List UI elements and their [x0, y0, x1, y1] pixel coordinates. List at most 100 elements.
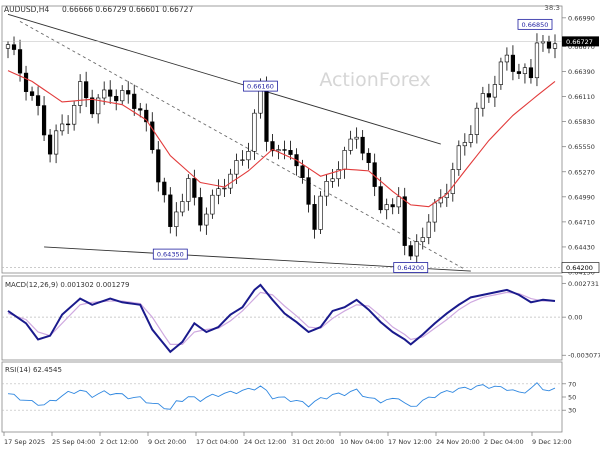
macd-axis-label: -0.003077	[568, 352, 600, 360]
candle	[318, 191, 323, 235]
candle	[132, 84, 137, 116]
candle	[150, 112, 155, 154]
candle	[210, 189, 215, 219]
rsi-axis-label: 50	[568, 394, 576, 402]
current-price-box	[562, 36, 599, 47]
x-axis-label: 25 Sep 04:00	[52, 438, 95, 446]
candle	[168, 187, 173, 234]
macd-axis-label: 0.002731	[568, 280, 599, 288]
svg-text:0.64350: 0.64350	[157, 251, 184, 259]
x-axis-label: 10 Nov 04:00	[340, 438, 384, 446]
trendline	[7, 13, 441, 145]
candle	[534, 33, 540, 87]
candle	[35, 86, 41, 116]
moving-average-line	[7, 70, 556, 208]
candle	[222, 178, 227, 197]
price-annotation: 0.66850	[517, 18, 553, 30]
x-axis-label: 2 Oct 12:00	[100, 438, 138, 446]
price-axis-label: 0.66670	[568, 43, 595, 51]
candle	[450, 162, 455, 202]
x-axis-label: 9 Dec 12:00	[532, 438, 572, 446]
candle	[138, 102, 143, 118]
x-axis-label: 31 Oct 20:00	[292, 438, 334, 446]
candle	[474, 102, 479, 144]
current-price-label: 0.66727	[566, 38, 593, 46]
candle	[360, 130, 365, 161]
candle	[516, 63, 522, 79]
candle	[126, 81, 131, 104]
candle	[156, 141, 161, 192]
candle	[186, 174, 191, 211]
candle	[396, 187, 401, 214]
candle	[462, 133, 467, 156]
x-axis-label: 17 Oct 04:00	[196, 438, 238, 446]
macd-label: MACD(12,26,9) 0.001302 0.001279	[5, 281, 129, 289]
candle	[498, 57, 503, 90]
price-annotation: 0.64350	[152, 248, 188, 260]
candle	[378, 177, 383, 214]
candle	[53, 124, 59, 164]
candle	[336, 161, 341, 187]
candle	[204, 207, 209, 235]
svg-text:0.66850: 0.66850	[522, 21, 549, 29]
candle	[108, 80, 113, 104]
candle	[348, 130, 353, 155]
chart-ohlc: 0.66666 0.66729 0.66601 0.66727	[62, 5, 193, 14]
rsi-label: RSI(14) 62.4545	[5, 366, 62, 374]
price-axis-label: 0.64990	[568, 193, 595, 201]
x-axis-label: 17 Sep 2025	[4, 438, 45, 446]
price-axis-label: 0.65270	[568, 168, 595, 176]
price-axis-label: 0.66990	[568, 14, 595, 22]
rsi-line	[7, 382, 556, 410]
price-axis-label: 0.65830	[568, 118, 595, 126]
candle	[288, 140, 293, 160]
candle	[270, 134, 275, 157]
candle	[528, 58, 534, 84]
price-axis-label: 0.64430	[568, 243, 595, 251]
x-axis-label: 24 Nov 20:00	[436, 438, 480, 446]
x-axis-label: 24 Oct 12:00	[244, 438, 286, 446]
candle	[192, 169, 197, 206]
macd-axis-label: 0.00	[568, 314, 582, 322]
candle	[552, 34, 558, 59]
candle	[282, 140, 287, 160]
corner-value: 38.3	[544, 4, 560, 12]
candle	[23, 65, 29, 101]
candle	[90, 89, 95, 119]
candle	[390, 198, 395, 215]
candle	[252, 109, 257, 160]
macd-panel[interactable]	[1, 275, 563, 361]
candle	[504, 47, 510, 71]
price-panel[interactable]	[1, 5, 563, 274]
candle	[144, 103, 149, 132]
candle	[96, 94, 101, 124]
candle	[366, 148, 371, 171]
candle	[312, 195, 317, 239]
candle	[480, 86, 485, 117]
candle	[420, 227, 425, 250]
candle	[47, 129, 53, 163]
svg-text:0.64200: 0.64200	[397, 264, 424, 272]
price-axis-label: 0.64710	[568, 218, 595, 226]
candle	[72, 100, 77, 131]
chart-title: AUDUSD,H4	[4, 5, 49, 14]
candle	[41, 96, 47, 142]
candle	[510, 45, 516, 81]
candle	[66, 115, 71, 134]
candle	[246, 142, 251, 169]
candle	[162, 177, 167, 203]
candle	[468, 125, 473, 148]
candle	[174, 202, 179, 237]
candle	[180, 193, 185, 217]
x-axis-label: 9 Oct 20:00	[148, 438, 186, 446]
reference-price-label: 0.64200	[566, 264, 593, 272]
x-axis-label: 2 Dec 04:00	[484, 438, 524, 446]
candle	[486, 83, 491, 103]
candle	[198, 187, 203, 232]
candle	[59, 114, 65, 136]
candle	[11, 36, 17, 56]
price-annotation: 0.64200	[393, 262, 429, 273]
reference-price-box	[561, 262, 600, 273]
candle	[522, 63, 528, 84]
